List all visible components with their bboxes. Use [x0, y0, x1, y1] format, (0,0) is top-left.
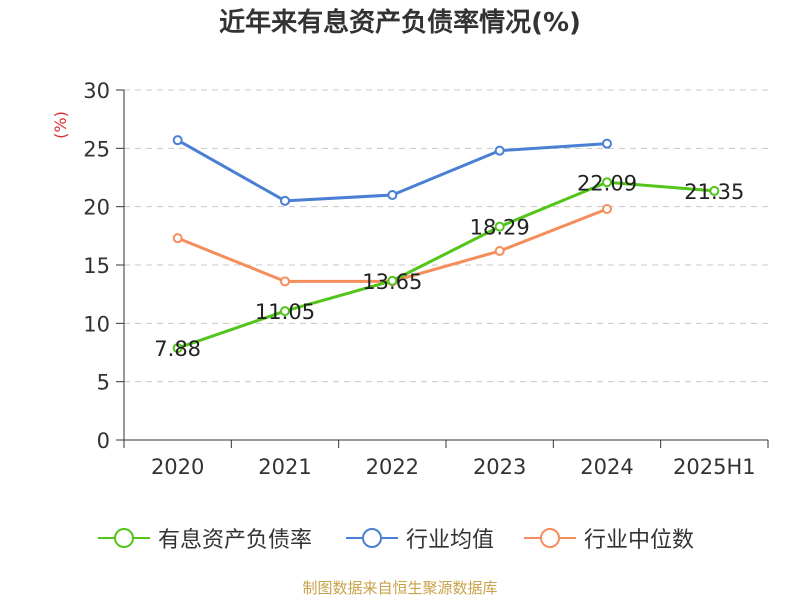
y-tick-label: 30: [83, 79, 110, 103]
data-label: 11.05: [255, 300, 315, 324]
legend-item-2[interactable]: 行业均值: [346, 518, 494, 558]
legend-item-3[interactable]: 行业中位数: [524, 518, 694, 558]
chart-title: 近年来有息资产负债率情况(%): [219, 8, 581, 38]
x-tick-label: 2025H1: [673, 455, 756, 479]
y-tick-label: 25: [83, 137, 110, 161]
axes: 0 5 10 15 20 25 30 2020 2021 2022 2023 2024 2025H1: [83, 79, 769, 479]
data-point-1: [387, 275, 398, 286]
y-tick-label: 10: [83, 312, 110, 336]
x-tick-label: 2020: [151, 455, 204, 479]
data-point-3: [280, 276, 290, 287]
data-label: 7.88: [154, 337, 201, 361]
data-point-2: [172, 135, 183, 146]
data-point-3: [494, 246, 505, 256]
data-point-3: [172, 233, 183, 244]
legend-marker-3: [524, 528, 576, 548]
data-point-2: [602, 138, 612, 149]
data-label: 18.29: [470, 216, 530, 240]
data-point-2: [280, 195, 290, 206]
y-tick-label: 0: [97, 429, 110, 453]
y-tick-label: 5: [97, 371, 110, 395]
data-point-3: [602, 204, 612, 214]
legend-label-1: 有息资产负债率: [158, 528, 313, 553]
x-tick-label: 2021: [258, 455, 311, 479]
data-point-1: [280, 306, 290, 317]
y-tick-label: 20: [83, 196, 110, 220]
legend-marker-2: [346, 528, 398, 548]
data-label: 13.65: [362, 270, 422, 294]
x-tick-label: 2023: [473, 455, 526, 479]
series-line-1: [177, 180, 715, 350]
source-note: 制图数据来自恒生聚源数据库: [302, 579, 498, 597]
legend: 有息资产负债率 行业均值 行业中位数: [0, 518, 800, 558]
data-point-1: [494, 221, 505, 232]
data-point-2: [494, 145, 505, 156]
legend-item-1[interactable]: 有息资产负债率: [98, 518, 312, 558]
data-point-1: [172, 343, 183, 354]
legend-label-2: 行业均值: [406, 528, 495, 553]
y-tick-label: 15: [83, 254, 110, 278]
legend-marker-1: [98, 528, 150, 548]
legend-label-3: 行业中位数: [584, 528, 695, 553]
data-point-1: [709, 185, 720, 196]
data-label: 21.35: [684, 180, 744, 204]
data-point-1: [602, 177, 612, 188]
x-tick-label: 2024: [580, 455, 633, 479]
grid-lines: [124, 89, 768, 383]
series: [172, 135, 720, 354]
y-axis-unit-label: (%): [51, 111, 70, 139]
x-tick-label: 2022: [366, 455, 419, 479]
data-label: 22.09: [577, 171, 637, 195]
data-labels: 7.88 11.05 13.65 18.29 22.09 21.35: [154, 171, 744, 361]
data-point-2: [387, 190, 398, 200]
